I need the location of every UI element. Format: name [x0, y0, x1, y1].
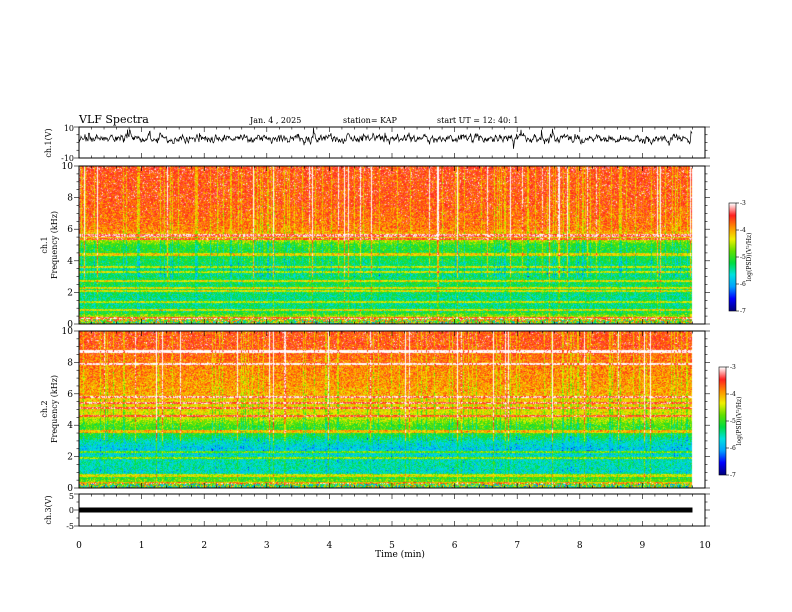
- ch1-colorbar: -3 -4 -5 -6 -7 log(PSD)(V²/Hz): [728, 200, 753, 315]
- ch3-ytick-middle: 0: [69, 506, 74, 515]
- frequency-tick-label: 0: [67, 484, 73, 494]
- frequency-tick-label: 6: [67, 390, 73, 400]
- ch1-ytick-top: 10: [64, 124, 74, 133]
- ch1-waveform-trace: [78, 127, 693, 149]
- date-label: Jan. 4 , 2025: [249, 116, 301, 125]
- frequency-tick-label: 8: [67, 194, 73, 204]
- ch1-spectrogram-panel: 0 2 4 6 8 10 ch.1 Frequency (kHz): [40, 162, 710, 330]
- ch3-waveform-ticks: [74, 493, 710, 527]
- ch2-colorbar-label: log(PSD)(V²/Hz): [736, 397, 743, 446]
- time-tick-label: 0: [76, 541, 82, 551]
- frequency-tick-label: 4: [67, 421, 73, 431]
- colorbar-tick-label: -7: [730, 472, 736, 479]
- ch2-colorbar-ticks: -3 -4 -5 -6 -7: [726, 364, 736, 479]
- time-tick-label: 7: [514, 541, 520, 551]
- ch3-ytick-bottom: -5: [66, 522, 74, 531]
- time-tick-label: 2: [201, 541, 207, 551]
- time-tick-label: 8: [577, 541, 583, 551]
- ch3-waveform-ylabel: ch.3(V): [44, 495, 53, 524]
- ch2-spectrogram-ylabel: Frequency (kHz): [50, 375, 59, 443]
- time-tick-label: 4: [327, 541, 333, 551]
- ch2-spectrogram-image: [79, 331, 705, 488]
- colorbar-tick-label: -5: [730, 418, 736, 425]
- ch3-ytick-top: 5: [69, 492, 74, 501]
- colorbar-tick-label: -4: [730, 391, 736, 398]
- ch1-spectrogram-ylabel: Frequency (kHz): [50, 211, 59, 279]
- colorbar-tick-label: -3: [730, 364, 736, 371]
- frequency-tick-label: 10: [62, 162, 74, 172]
- ch2-colorbar-gradient: [719, 367, 726, 475]
- ch1-waveform-panel: 10 -10 ch.1(V): [44, 124, 710, 163]
- ch2-frequency-tick-labels: 0 2 4 6 8 10: [62, 327, 74, 494]
- colorbar-tick-label: -6: [730, 445, 736, 452]
- ch1-ytick-bottom: -10: [61, 154, 74, 163]
- colorbar-tick-label: -3: [740, 200, 746, 207]
- ch1-colorbar-ticks: -3 -4 -5 -6 -7: [736, 200, 746, 315]
- time-tick-label: 9: [640, 541, 646, 551]
- ch1-waveform-ticks: [74, 126, 710, 159]
- time-tick-label: 6: [452, 541, 458, 551]
- ch2-spectrogram-ticks: [74, 330, 710, 489]
- ch2-colorbar: -3 -4 -5 -6 -7 log(PSD)(V²/Hz): [718, 364, 743, 479]
- ch3-signal-band: [79, 507, 693, 513]
- colorbar-tick-label: -4: [740, 227, 746, 234]
- ch1-colorbar-label: log(PSD)(V²/Hz): [746, 233, 753, 282]
- ch1-waveform-ylabel: ch.1(V): [44, 128, 53, 157]
- frequency-tick-label: 8: [67, 358, 73, 368]
- colorbar-tick-label: -5: [740, 254, 746, 261]
- frequency-tick-label: 2: [67, 453, 73, 463]
- frequency-tick-label: 2: [67, 288, 73, 298]
- colorbar-tick-label: -7: [740, 308, 746, 315]
- ch1-signal-line: [78, 127, 693, 149]
- time-tick-label: 10: [699, 541, 711, 551]
- frequency-tick-label: 4: [67, 257, 73, 267]
- ch1-spectrogram-image: [79, 166, 705, 324]
- start-time-label: start UT = 12: 40: 1: [437, 116, 518, 125]
- frequency-tick-label: 0: [67, 320, 73, 330]
- figure-title: VLF Spectra: [78, 113, 149, 126]
- ch2-spectrogram-panel: 0 2 4 6 8 10 ch.2 Frequency (kHz): [40, 327, 710, 494]
- time-tick-label: 3: [264, 541, 270, 551]
- time-axis-tick-labels: 0 1 2 3 4 5 6 7 8 9 10: [76, 541, 711, 551]
- time-tick-label: 1: [139, 541, 145, 551]
- ch1-frequency-tick-labels: 0 2 4 6 8 10: [62, 162, 74, 330]
- frequency-tick-label: 6: [67, 225, 73, 235]
- ch3-waveform-panel: 5 0 -5 ch.3(V): [44, 492, 710, 531]
- station-label: station= KAP: [343, 116, 398, 125]
- time-axis-label: Time (min): [375, 549, 425, 560]
- time-tick-label: 5: [389, 541, 395, 551]
- frequency-tick-label: 10: [62, 327, 74, 337]
- ch2-spectrogram-channel-label: ch.2: [40, 400, 49, 417]
- ch1-colorbar-gradient: [729, 203, 736, 311]
- ch1-spectrogram-channel-label: ch.1: [40, 236, 49, 253]
- ch3-waveform-trace: [79, 507, 693, 513]
- colorbar-tick-label: -6: [740, 281, 746, 288]
- ch1-spectrogram-ticks: [74, 165, 710, 325]
